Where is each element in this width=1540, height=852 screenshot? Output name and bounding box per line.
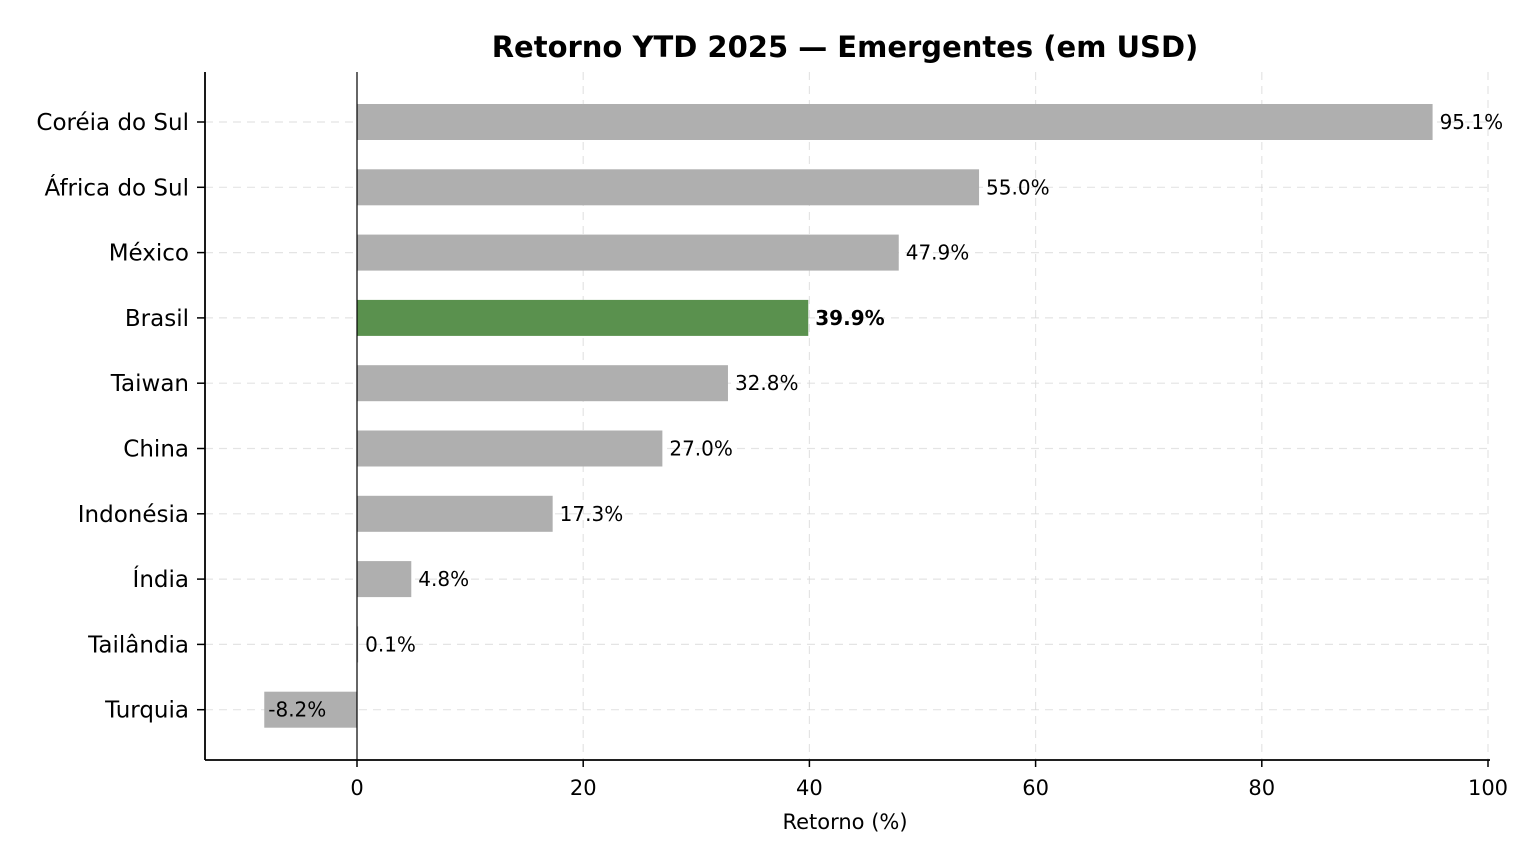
- x-tick-label: 60: [1022, 776, 1049, 800]
- bar: [357, 104, 1433, 140]
- x-tick-label: 80: [1248, 776, 1275, 800]
- data-label: 47.9%: [906, 241, 970, 265]
- bar-layer: [264, 104, 1433, 728]
- bar: [357, 234, 899, 271]
- bar: [264, 691, 357, 728]
- axis-layer: [197, 72, 1490, 767]
- bar: [357, 169, 980, 206]
- category-label: Turquia: [104, 698, 189, 724]
- data-label: 55.0%: [986, 175, 1050, 199]
- data-label: 27.0%: [669, 437, 733, 461]
- category-label: Tailândia: [87, 632, 189, 658]
- category-label: África do Sul: [45, 173, 189, 201]
- data-label: 4.8%: [418, 567, 469, 591]
- bar: [357, 495, 553, 532]
- x-tick-label: 20: [570, 776, 597, 800]
- data-label: 39.9%: [815, 306, 884, 330]
- data-label: 95.1%: [1440, 110, 1504, 134]
- category-label: Brasil: [125, 306, 189, 332]
- bar: [357, 299, 809, 336]
- category-label: Taiwan: [110, 371, 189, 397]
- category-label: Índia: [133, 565, 189, 593]
- bar: [357, 365, 728, 402]
- data-label: 17.3%: [560, 502, 624, 526]
- category-label: Indonésia: [78, 502, 189, 528]
- category-label: China: [123, 437, 189, 463]
- data-label: 32.8%: [735, 371, 799, 395]
- x-axis-label: Retorno (%): [782, 810, 907, 834]
- data-label: -8.2%: [268, 698, 326, 722]
- chart-title: Retorno YTD 2025 — Emergentes (em USD): [492, 30, 1199, 64]
- data-label: 0.1%: [365, 632, 416, 656]
- bar: [357, 561, 412, 598]
- x-tick-label: 100: [1468, 776, 1508, 800]
- x-tick-label: 0: [350, 776, 363, 800]
- label-layer: 0 20 40 60 80 100 Coréia do Sul 95.1% África do …: [36, 110, 1508, 800]
- bar: [357, 430, 663, 467]
- x-tick-label: 40: [796, 776, 823, 800]
- category-label: Coréia do Sul: [36, 110, 189, 136]
- category-label: México: [109, 241, 189, 267]
